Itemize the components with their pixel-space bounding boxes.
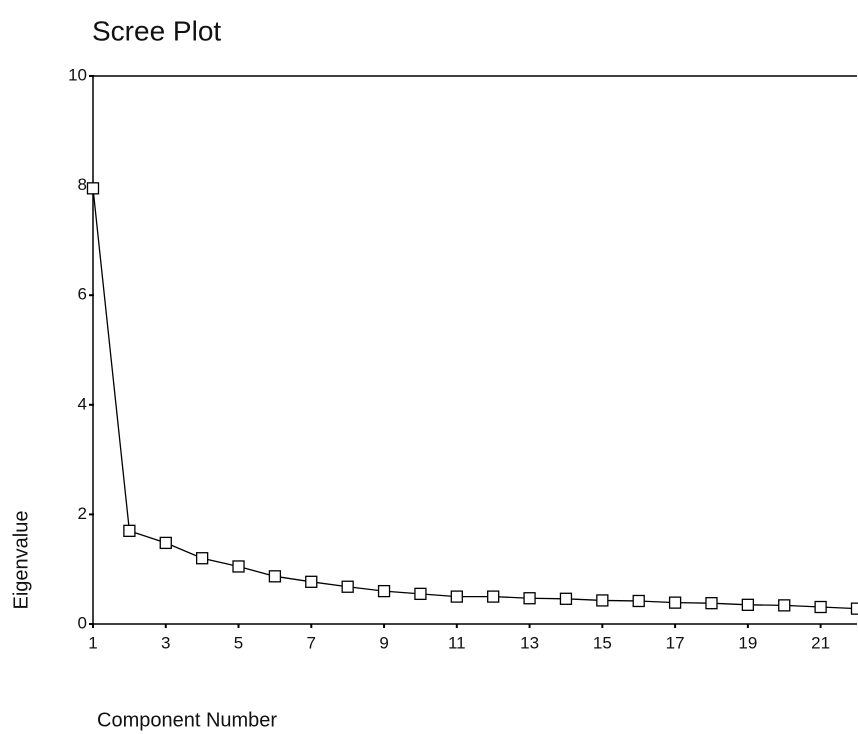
marker — [233, 561, 244, 572]
y-tick-label: 8 — [78, 175, 87, 194]
marker — [670, 597, 681, 608]
x-tick-label: 7 — [307, 633, 316, 652]
y-tick-label: 10 — [68, 65, 87, 84]
marker — [633, 595, 644, 606]
x-tick-label: 1 — [88, 633, 97, 652]
marker — [488, 591, 499, 602]
x-tick-label: 3 — [161, 633, 170, 652]
y-tick-label: 4 — [78, 394, 87, 413]
marker — [815, 602, 826, 613]
chart-title: Scree Plot — [92, 15, 221, 46]
x-tick-label: 19 — [738, 633, 757, 652]
marker — [852, 603, 858, 614]
y-tick-label: 2 — [78, 504, 87, 523]
marker — [160, 537, 171, 548]
y-axis-label: Eigenvalue — [10, 511, 32, 610]
marker — [706, 598, 717, 609]
marker — [779, 600, 790, 611]
marker — [524, 593, 535, 604]
marker — [415, 588, 426, 599]
y-tick-label: 0 — [78, 613, 87, 632]
marker — [560, 593, 571, 604]
marker — [379, 586, 390, 597]
x-tick-label: 21 — [811, 633, 830, 652]
marker — [742, 599, 753, 610]
x-tick-label: 17 — [666, 633, 685, 652]
x-tick-label: 5 — [234, 633, 243, 652]
marker — [451, 591, 462, 602]
x-tick-label: 11 — [448, 633, 466, 652]
x-tick-label: 9 — [379, 633, 388, 652]
marker — [124, 525, 135, 536]
chart: Scree Plot Component Number Eigenvalue 0… — [0, 0, 858, 734]
x-tick-label: 13 — [520, 633, 539, 652]
marker — [342, 581, 353, 592]
x-tick-label: 15 — [593, 633, 612, 652]
y-tick-label: 6 — [78, 285, 87, 304]
plot-frame — [93, 76, 857, 624]
marker — [306, 576, 317, 587]
marker — [269, 571, 280, 582]
marker — [88, 183, 99, 194]
marker — [197, 553, 208, 564]
x-axis-label: Component Number — [97, 709, 277, 731]
series-line — [93, 188, 857, 608]
marker — [597, 595, 608, 606]
